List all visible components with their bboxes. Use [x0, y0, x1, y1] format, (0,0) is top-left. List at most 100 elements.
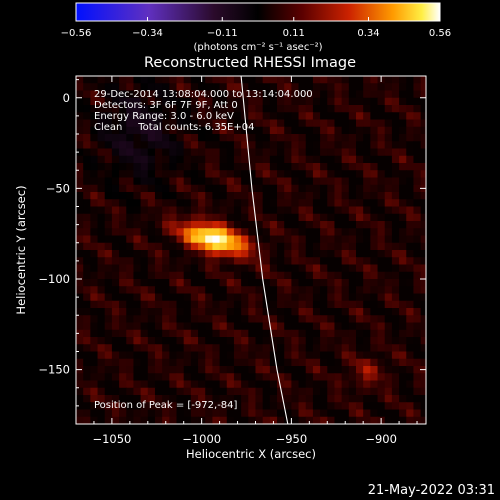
heatmap-cell [269, 90, 278, 99]
heatmap-cell [384, 184, 393, 193]
heatmap-cell [198, 315, 206, 324]
heatmap-cell [190, 308, 199, 316]
heatmap-cell [154, 119, 163, 128]
colorbar-ticks: −0.56 −0.34 −0.11 0.11 0.34 0.56 [61, 17, 451, 39]
heatmap-cell [176, 300, 185, 309]
heatmap-cell [391, 134, 400, 142]
heatmap-cell [277, 221, 285, 229]
heatmap-cell [399, 322, 407, 331]
heatmap-cell [370, 134, 379, 142]
heatmap-cell [169, 358, 178, 367]
heatmap-cell [133, 221, 142, 229]
heatmap-cell [284, 221, 292, 229]
heatmap-cell [420, 329, 426, 338]
heatmap-cell [90, 192, 99, 200]
heatmap-cell [334, 206, 343, 215]
heatmap-cell [356, 329, 364, 338]
heatmap-cell [291, 286, 300, 295]
heatmap-cell [420, 177, 426, 186]
heatmap-cell [406, 286, 415, 295]
heatmap-cell [341, 380, 350, 389]
heatmap-cell [377, 271, 386, 280]
heatmap-cell [176, 242, 185, 251]
heatmap-cell [90, 402, 99, 411]
heatmap-cell [147, 213, 156, 222]
heatmap-cell [90, 250, 99, 258]
heatmap-cell [183, 112, 192, 121]
heatmap-cell [104, 170, 113, 179]
heatmap-cell [169, 163, 178, 171]
heatmap-cell [291, 221, 300, 229]
heatmap-cell [205, 416, 214, 424]
heatmap-cell [76, 344, 84, 353]
heatmap-cell [255, 155, 264, 164]
heatmap-cell [291, 315, 300, 324]
heatmap-cell [370, 192, 379, 200]
heatmap-cell [320, 126, 328, 135]
heatmap-cell [399, 148, 407, 157]
heatmap-cell [341, 395, 350, 403]
heatmap-cell [269, 155, 278, 164]
heatmap-cell [327, 257, 336, 266]
heatmap-cell [111, 416, 120, 424]
heatmap-cell [133, 380, 142, 389]
heatmap-cell [169, 337, 178, 345]
heatmap-cell [277, 250, 285, 258]
heatmap-cell [76, 235, 84, 244]
heatmap-cell [399, 221, 407, 229]
heatmap-cell [384, 192, 393, 200]
heatmap-cell [90, 83, 99, 92]
heatmap-cell [104, 387, 113, 396]
heatmap-cell [377, 192, 386, 200]
heatmap-cell [183, 90, 192, 99]
heatmap-cell [126, 126, 135, 135]
heatmap-cell [133, 242, 142, 251]
heatmap-cell [147, 380, 156, 389]
heatmap-cell [104, 300, 113, 309]
heatmap-cell [219, 395, 228, 403]
heatmap-cell [277, 279, 285, 287]
heatmap-cell [90, 163, 99, 171]
heatmap-cell [370, 126, 379, 135]
heatmap-cell [198, 337, 206, 345]
heatmap-cell [312, 308, 321, 316]
heatmap-cell [320, 409, 328, 418]
heatmap-cell [133, 126, 142, 135]
heatmap-cell [327, 409, 336, 418]
heatmap-cell [391, 90, 400, 99]
heatmap-cell [277, 358, 285, 367]
heatmap-cell [90, 387, 99, 396]
heatmap-cell [284, 199, 292, 208]
heatmap-cell [370, 83, 379, 92]
heatmap-cell [277, 155, 285, 164]
heatmap-cell [248, 257, 257, 266]
heatmap-cell [212, 380, 221, 389]
heatmap-cell [154, 395, 163, 403]
heatmap-cell [420, 170, 426, 179]
heatmap-cell [327, 250, 336, 258]
heatmap-cell [334, 213, 343, 222]
heatmap-cell [176, 409, 185, 418]
heatmap-cell [111, 329, 120, 338]
heatmap-cell [305, 387, 314, 396]
heatmap-cell [219, 170, 228, 179]
heatmap-cell [312, 206, 321, 215]
heatmap-cell [327, 192, 336, 200]
heatmap-cell [190, 395, 199, 403]
heatmap-cell [305, 395, 314, 403]
heatmap-cell [384, 315, 393, 324]
heatmap-cell [126, 286, 135, 295]
heatmap-cell [248, 351, 257, 360]
heatmap-cell [420, 395, 426, 403]
heatmap-cell [140, 250, 149, 258]
heatmap-cell [212, 141, 221, 150]
heatmap-cell [190, 148, 199, 157]
heatmap-cell [391, 337, 400, 345]
heatmap-cell [348, 395, 357, 403]
heatmap-cell [384, 329, 393, 338]
heatmap-cell [126, 235, 135, 244]
heatmap-cell [90, 105, 99, 113]
heatmap-cell [133, 373, 142, 382]
heatmap-cell [126, 395, 135, 403]
heatmap-cell [248, 76, 257, 84]
